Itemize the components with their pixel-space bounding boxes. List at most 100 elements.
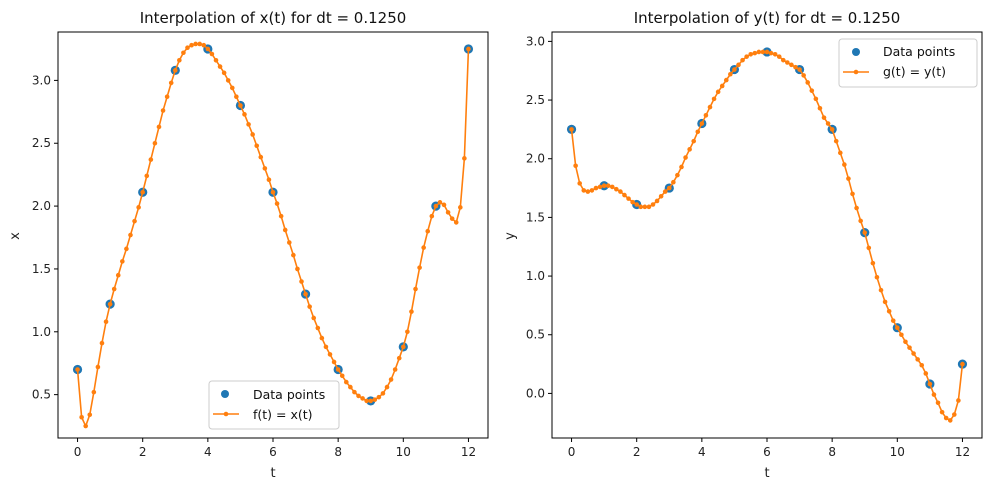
interpolation-point: [323, 344, 329, 350]
interpolation-point: [132, 218, 137, 224]
y-tick-label: 2.0: [526, 152, 545, 166]
interpolation-point: [927, 381, 933, 387]
interpolation-point: [638, 204, 644, 210]
interpolation-point: [335, 367, 341, 372]
interpolation-point: [291, 252, 296, 258]
x-tick-label: 10: [396, 445, 411, 459]
interpolation-point: [829, 127, 835, 132]
axis-ticks: 0 2 4 6 8 10 12 0.5 1.0 1.5 2.0 2.5 3.0: [32, 73, 476, 459]
interpolation-point: [429, 213, 435, 219]
interpolation-point: [817, 105, 823, 111]
interpolation-point: [711, 96, 717, 102]
interpolation-point: [453, 220, 459, 225]
interpolation-point: [229, 85, 235, 91]
interpolation-point: [315, 325, 321, 331]
interpolation-point: [903, 339, 908, 345]
interpolation-point: [201, 42, 207, 48]
interpolation-point: [605, 183, 611, 189]
interpolation-point: [352, 389, 357, 395]
interpolation-point: [221, 70, 227, 76]
legend-box: [208, 380, 340, 430]
plot-area: [566, 47, 968, 423]
legend-box: [838, 38, 978, 88]
interpolation-point: [384, 384, 390, 390]
interpolation-point: [234, 94, 239, 100]
legend-marker-interpolation: [223, 411, 229, 417]
y-tick-label: 2.5: [32, 136, 51, 150]
interpolation-point: [728, 71, 733, 77]
interpolation-point: [654, 198, 660, 204]
interpolation-point: [772, 51, 778, 57]
interpolation-point: [343, 379, 349, 385]
interpolation-point: [837, 150, 843, 156]
interpolation-point: [703, 113, 709, 118]
interpolation-point: [956, 398, 961, 403]
interpolation-point: [156, 124, 162, 130]
interpolation-point: [825, 121, 831, 126]
interpolation-point: [695, 129, 701, 135]
y-tick-label: 1.0: [526, 269, 545, 283]
y-tick-label: 1.5: [526, 210, 545, 224]
interpolation-point: [185, 45, 190, 51]
interpolation-point: [311, 315, 317, 321]
y-axis-label: x: [8, 232, 23, 240]
x-tick-label: 8: [334, 445, 342, 459]
x-tick-label: 2: [633, 445, 641, 459]
interpolation-point: [646, 204, 652, 210]
interpolation-point: [666, 185, 672, 191]
interpolation-point: [862, 230, 868, 235]
chart-title: Interpolation of y(t) for dt = 0.1250: [634, 9, 901, 27]
interpolation-point: [895, 325, 900, 330]
legend-label-interpolation: f(t) = x(t): [253, 407, 313, 422]
legend-marker-data-points: [852, 48, 860, 56]
interpolation-point: [626, 196, 631, 201]
interpolation-point: [197, 41, 203, 47]
interpolation-point: [846, 176, 851, 181]
interpolation-point: [417, 265, 422, 270]
interpolation-point: [160, 108, 166, 113]
interpolation-point: [683, 155, 688, 160]
interpolation-point: [577, 181, 582, 186]
interpolation-point: [421, 245, 426, 250]
interpolation-point: [919, 362, 925, 368]
interpolation-point: [189, 42, 194, 48]
interpolation-point: [622, 192, 627, 198]
interpolation-point: [618, 189, 623, 194]
x-tick-label: 6: [269, 445, 277, 459]
y-tick-label: 1.5: [32, 262, 51, 276]
interpolation-point: [115, 272, 121, 278]
interpolation-point: [225, 78, 231, 83]
x-tick-label: 0: [74, 445, 82, 459]
interpolation-point: [630, 199, 635, 205]
interpolation-point: [360, 396, 365, 401]
interpolation-point: [152, 140, 158, 146]
interpolation-point: [364, 398, 369, 404]
interpolation-point: [217, 64, 223, 69]
interpolation-point: [462, 156, 467, 161]
x-tick-label: 8: [828, 445, 836, 459]
interpolation-point: [388, 377, 394, 382]
interpolation-point: [939, 409, 945, 415]
interpolation-point: [95, 364, 101, 370]
interpolation-point: [405, 329, 410, 335]
interpolation-point: [124, 246, 129, 252]
legend: Data points f(t) = x(t): [208, 380, 340, 430]
interpolation-point: [899, 332, 904, 338]
interpolation-point: [882, 299, 888, 305]
interpolation-point: [634, 202, 639, 207]
interpolation-point: [642, 204, 648, 210]
interpolation-point: [91, 389, 97, 395]
interpolation-point: [960, 361, 965, 367]
y-tick-label: 0.5: [526, 328, 545, 342]
interpolation-point: [797, 67, 802, 72]
axes-frame: [57, 31, 489, 439]
interpolation-point: [168, 80, 174, 86]
interpolation-point: [601, 183, 607, 189]
x-interpolation-panel: Interpolation of x(t) for dt = 0.1250 t …: [8, 9, 489, 481]
x-tick-label: 4: [204, 445, 212, 459]
interpolation-point: [425, 228, 431, 234]
interpolation-point: [303, 291, 308, 297]
interpolation-point: [687, 147, 692, 152]
